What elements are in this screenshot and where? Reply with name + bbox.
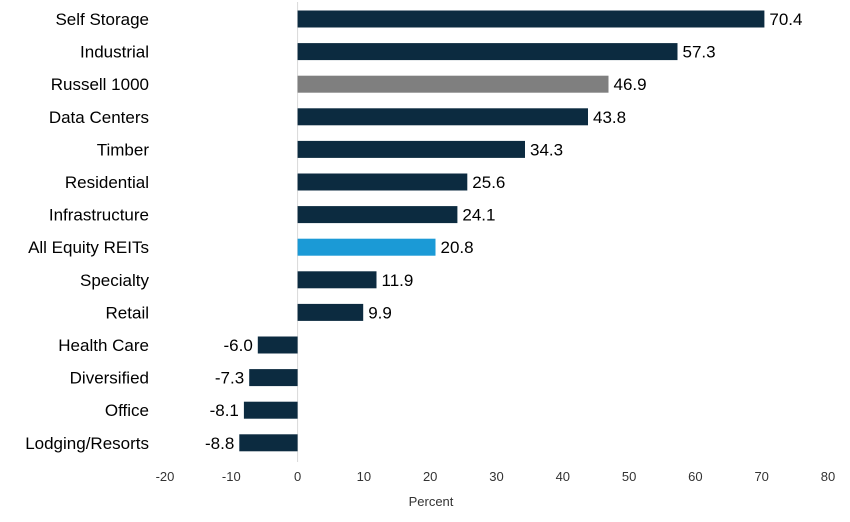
- x-tick-label: -10: [222, 469, 241, 484]
- x-tick-label: 60: [688, 469, 702, 484]
- x-tick-label: 20: [423, 469, 437, 484]
- bar: [249, 369, 298, 387]
- data-label: 34.3: [530, 140, 563, 159]
- x-tick-label: 70: [754, 469, 768, 484]
- data-label: 20.8: [441, 238, 474, 257]
- data-label: -7.3: [215, 369, 244, 388]
- x-tick-label: 10: [357, 469, 371, 484]
- category-label: Specialty: [80, 271, 149, 290]
- data-label: -8.8: [205, 434, 234, 453]
- category-label: Self Storage: [55, 10, 149, 29]
- x-axis-title: Percent: [409, 494, 454, 509]
- data-label: 43.8: [593, 108, 626, 127]
- category-label: Diversified: [70, 369, 149, 388]
- bar: [257, 336, 298, 354]
- bar: [297, 108, 588, 126]
- category-label: All Equity REITs: [28, 238, 149, 257]
- category-label: Data Centers: [49, 108, 149, 127]
- bar: [297, 173, 468, 191]
- category-label: Infrastructure: [49, 206, 149, 225]
- bar: [297, 238, 436, 256]
- data-label: -8.1: [210, 401, 239, 420]
- data-label: 11.9: [382, 271, 414, 290]
- category-label: Health Care: [58, 336, 149, 355]
- x-tick-label: 30: [489, 469, 503, 484]
- bar: [297, 10, 765, 28]
- category-label: Russell 1000: [51, 75, 149, 94]
- x-tick-label: 80: [821, 469, 835, 484]
- data-label: 9.9: [368, 303, 392, 322]
- category-label: Residential: [65, 173, 149, 192]
- x-tick-label: 50: [622, 469, 636, 484]
- bar: [297, 206, 458, 224]
- bar: [297, 140, 525, 158]
- bar: [239, 434, 298, 452]
- data-label: -6.0: [224, 336, 253, 355]
- data-label: 57.3: [683, 43, 716, 62]
- category-label: Office: [105, 401, 149, 420]
- bar: [243, 401, 298, 419]
- category-label: Industrial: [80, 43, 149, 62]
- data-label: 46.9: [614, 75, 647, 94]
- bar: [297, 303, 364, 321]
- x-tick-label: 40: [556, 469, 570, 484]
- data-label: 70.4: [769, 10, 802, 29]
- data-label: 25.6: [472, 173, 505, 192]
- data-label: 24.1: [462, 206, 495, 225]
- x-tick-label: -20: [156, 469, 175, 484]
- x-tick-label: 0: [294, 469, 301, 484]
- category-label: Lodging/Resorts: [25, 434, 149, 453]
- bar: [297, 75, 609, 93]
- category-label: Retail: [106, 303, 149, 322]
- bar: [297, 271, 377, 289]
- category-label: Timber: [97, 140, 150, 159]
- bar: [297, 43, 678, 61]
